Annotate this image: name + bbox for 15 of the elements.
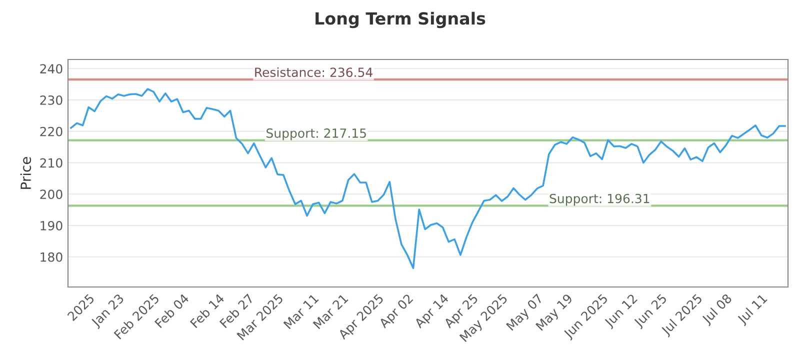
y-tick-label: 180 xyxy=(40,252,62,262)
ref-line-label: Support: 217.15 xyxy=(266,128,366,140)
y-tick-label: 190 xyxy=(40,220,62,230)
y-tick-label: 220 xyxy=(40,126,62,136)
x-tick-label: Jul 11 xyxy=(736,293,770,326)
line-series xyxy=(70,88,786,270)
y-axis-title: Price xyxy=(20,157,32,189)
y-tick-label: 230 xyxy=(40,95,62,105)
chart-title: Long Term Signals xyxy=(316,12,486,28)
x-tick-label: Jul 08 xyxy=(700,293,734,326)
ref-line-label: Support: 196.31 xyxy=(550,194,650,206)
y-tick-label: 200 xyxy=(40,190,62,200)
y-tick-label: 240 xyxy=(40,64,62,74)
ref-line-label: Resistance: 236.54 xyxy=(255,67,372,78)
y-tick-label: 210 xyxy=(40,158,62,168)
